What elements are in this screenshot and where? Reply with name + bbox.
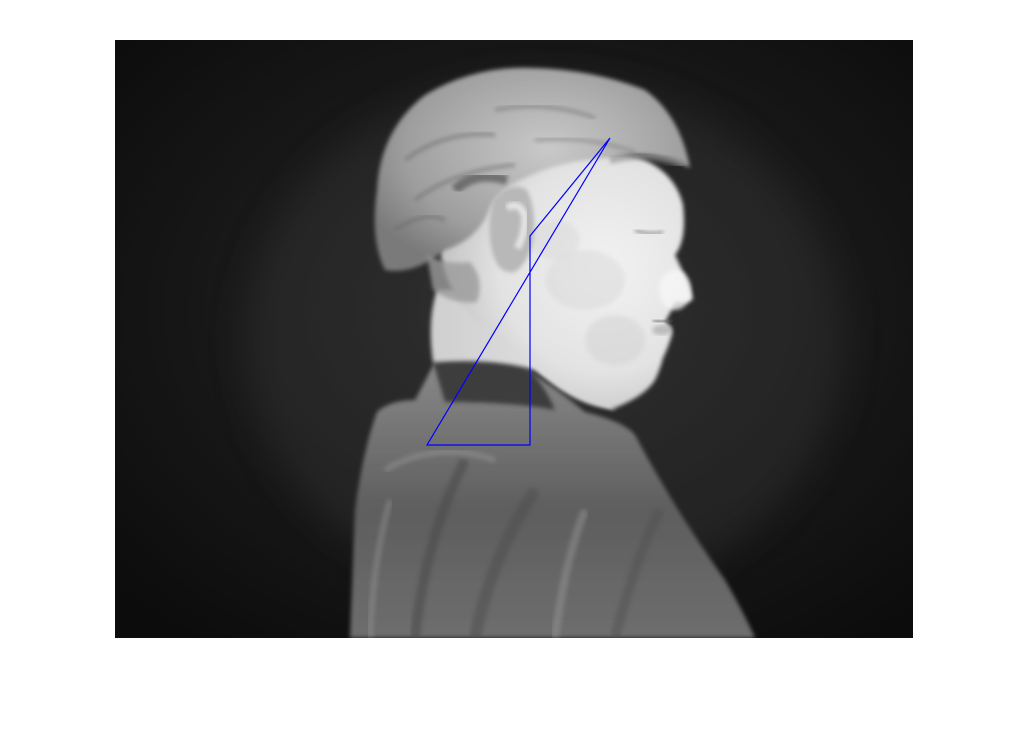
collar [433,357,555,410]
hair [374,67,690,271]
thermal-image [115,40,913,638]
annotation-polygon [425,137,611,446]
image-axes [115,40,913,638]
robe-shape [350,357,755,638]
